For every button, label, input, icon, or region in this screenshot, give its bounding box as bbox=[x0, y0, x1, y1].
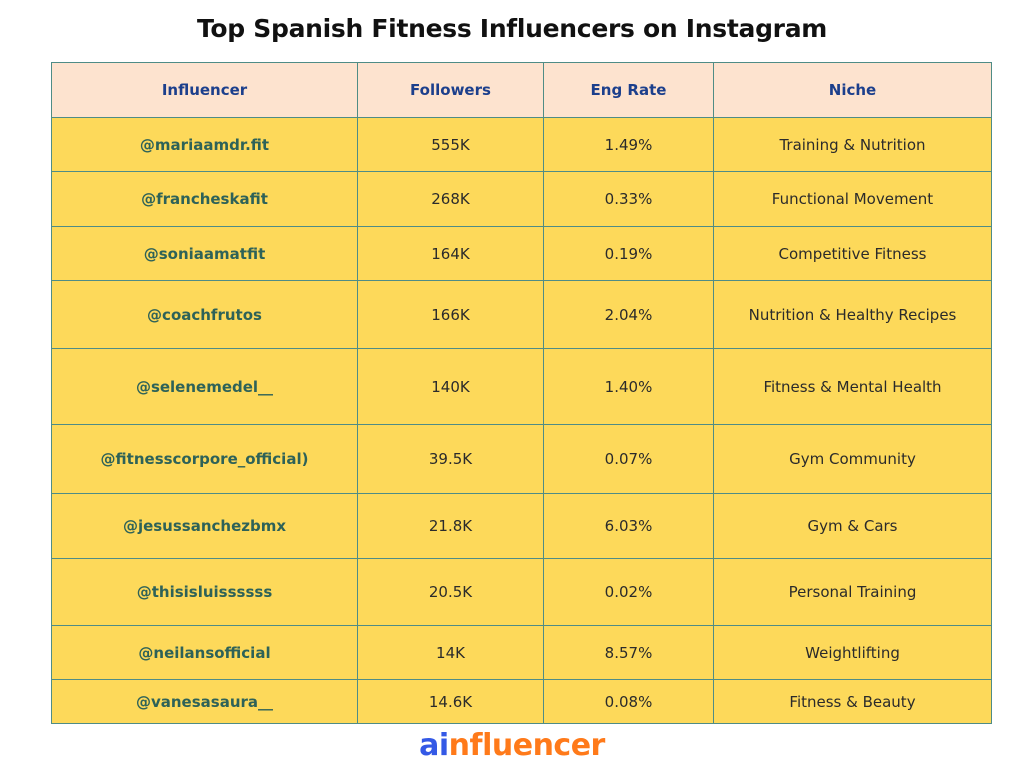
followers-count: 164K bbox=[357, 226, 544, 281]
column-header-influencer: Influencer bbox=[51, 62, 358, 118]
engagement-rate: 0.19% bbox=[543, 226, 714, 281]
influencer-table: Influencer Followers Eng Rate Niche @mar… bbox=[51, 62, 992, 724]
ainfluencer-logo: ainfluencer bbox=[0, 728, 1024, 763]
engagement-rate: 1.49% bbox=[543, 117, 714, 172]
engagement-rate: 0.02% bbox=[543, 558, 714, 626]
influencer-handle: @thisisluissssss bbox=[51, 558, 358, 626]
engagement-rate: 6.03% bbox=[543, 493, 714, 559]
table-row: @coachfrutos 166K 2.04% Nutrition & Healthy… bbox=[51, 280, 992, 349]
niche-label: Personal Training bbox=[713, 558, 992, 626]
engagement-rate: 0.33% bbox=[543, 171, 714, 227]
niche-label: Fitness & Mental Health bbox=[713, 348, 992, 425]
niche-label: Gym Community bbox=[713, 424, 992, 494]
table-header-row: Influencer Followers Eng Rate Niche bbox=[51, 62, 992, 118]
influencer-handle: @fitnesscorpore_official) bbox=[51, 424, 358, 494]
engagement-rate: 8.57% bbox=[543, 625, 714, 680]
table-row: @mariaamdr.fit 555K 1.49% Training & Nutrit… bbox=[51, 117, 992, 172]
followers-count: 166K bbox=[357, 280, 544, 349]
influencer-handle: @selenemedel__ bbox=[51, 348, 358, 425]
column-header-niche: Niche bbox=[713, 62, 992, 118]
influencer-handle: @jesussanchezbmx bbox=[51, 493, 358, 559]
niche-label: Gym & Cars bbox=[713, 493, 992, 559]
table-row: @francheskafit 268K 0.33% Functional Moveme… bbox=[51, 171, 992, 227]
followers-count: 39.5K bbox=[357, 424, 544, 494]
table-row: @fitnesscorpore_official) 39.5K 0.07% Gym C… bbox=[51, 424, 992, 494]
column-header-followers: Followers bbox=[357, 62, 544, 118]
followers-count: 20.5K bbox=[357, 558, 544, 626]
table-row: @thisisluissssss 20.5K 0.02% Personal Train… bbox=[51, 558, 992, 626]
niche-label: Nutrition & Healthy Recipes bbox=[713, 280, 992, 349]
engagement-rate: 0.08% bbox=[543, 679, 714, 724]
table-row: @selenemedel__ 140K 1.40% Fitness & Mental … bbox=[51, 348, 992, 425]
followers-count: 21.8K bbox=[357, 493, 544, 559]
niche-label: Functional Movement bbox=[713, 171, 992, 227]
influencer-handle: @vanesasaura__ bbox=[51, 679, 358, 724]
followers-count: 14.6K bbox=[357, 679, 544, 724]
engagement-rate: 1.40% bbox=[543, 348, 714, 425]
logo-part-i: i bbox=[438, 728, 449, 763]
influencer-handle: @francheskafit bbox=[51, 171, 358, 227]
table-row: @vanesasaura__ 14.6K 0.08% Fitness & Beauty bbox=[51, 679, 992, 724]
engagement-rate: 0.07% bbox=[543, 424, 714, 494]
logo-part-a: a bbox=[419, 728, 439, 763]
influencer-handle: @neilansofficial bbox=[51, 625, 358, 680]
niche-label: Training & Nutrition bbox=[713, 117, 992, 172]
niche-label: Fitness & Beauty bbox=[713, 679, 992, 724]
logo-part-rest: nfluencer bbox=[448, 728, 606, 763]
page-title: Top Spanish Fitness Influencers on Insta… bbox=[196, 14, 828, 43]
influencer-handle: @mariaamdr.fit bbox=[51, 117, 358, 172]
niche-label: Competitive Fitness bbox=[713, 226, 992, 281]
niche-label: Weightlifting bbox=[713, 625, 992, 680]
followers-count: 555K bbox=[357, 117, 544, 172]
followers-count: 268K bbox=[357, 171, 544, 227]
engagement-rate: 2.04% bbox=[543, 280, 714, 349]
table-row: @jesussanchezbmx 21.8K 6.03% Gym & Cars bbox=[51, 493, 992, 559]
followers-count: 140K bbox=[357, 348, 544, 425]
influencer-handle: @soniaamatfit bbox=[51, 226, 358, 281]
table-row: @soniaamatfit 164K 0.19% Competitive Fitnes… bbox=[51, 226, 992, 281]
table-row: @neilansofficial 14K 8.57% Weightlifting bbox=[51, 625, 992, 680]
influencer-handle: @coachfrutos bbox=[51, 280, 358, 349]
column-header-eng-rate: Eng Rate bbox=[543, 62, 714, 118]
followers-count: 14K bbox=[357, 625, 544, 680]
